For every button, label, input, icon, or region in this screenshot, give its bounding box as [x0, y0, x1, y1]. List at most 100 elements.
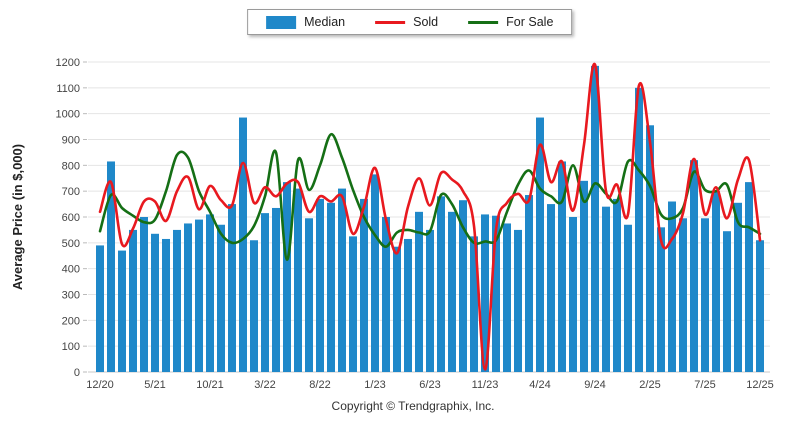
bar — [437, 196, 445, 372]
x-tick-label: 2/25 — [639, 379, 660, 391]
bar — [503, 223, 511, 372]
legend-label-median: Median — [304, 15, 346, 29]
x-tick-label: 7/25 — [694, 379, 715, 391]
bar — [525, 195, 533, 372]
y-tick-label: 1100 — [56, 83, 80, 95]
bar — [712, 191, 720, 372]
y-tick-labels: 0 100 200 300 400 500 600 700 800 900 1000 1100 1200 — [56, 57, 80, 379]
y-tick-label: 700 — [62, 186, 80, 198]
bar — [514, 229, 522, 372]
bar — [536, 117, 544, 373]
bar — [140, 217, 148, 372]
bar — [261, 213, 269, 372]
bar — [349, 236, 357, 372]
y-tick-label: 300 — [62, 290, 80, 302]
bar — [547, 204, 555, 372]
y-tick-label: 1200 — [56, 57, 80, 69]
y-tick-label: 600 — [62, 212, 80, 224]
bar — [162, 238, 170, 372]
y-tick-label: 500 — [62, 238, 80, 250]
x-tick-label: 8/22 — [309, 379, 330, 391]
x-tick-label: 5/21 — [144, 379, 165, 391]
y-tick-label: 900 — [62, 135, 80, 147]
bar — [701, 218, 709, 372]
bar — [206, 214, 214, 372]
bar — [745, 182, 753, 372]
x-tick-label: 3/22 — [254, 379, 275, 391]
bar — [668, 201, 676, 372]
bar — [195, 219, 203, 372]
bar — [173, 229, 181, 372]
copyright-text: Copyright © Trendgraphix, Inc. — [331, 399, 495, 413]
bar — [635, 87, 643, 372]
sold-line — [98, 62, 762, 371]
x-tick-label: 4/24 — [529, 379, 550, 391]
y-tick-label: 100 — [62, 341, 80, 353]
bar — [448, 211, 456, 372]
bar — [327, 202, 335, 372]
legend-label-sold: Sold — [413, 15, 439, 29]
bar — [613, 198, 621, 372]
bar — [294, 188, 302, 372]
forsale-line-swatch-icon — [468, 20, 499, 24]
x-tick-label: 6/23 — [419, 379, 440, 391]
bar — [481, 214, 489, 372]
bar — [96, 245, 104, 372]
sold-line-swatch-icon — [375, 20, 406, 24]
x-tick-label: 9/24 — [584, 379, 605, 391]
forsale-line — [98, 133, 762, 261]
x-tick-label: 12/25 — [746, 379, 774, 391]
bar — [217, 224, 225, 372]
legend-label-forsale: For Sale — [506, 15, 554, 29]
median-bar-swatch-icon — [266, 15, 297, 29]
bar — [360, 198, 368, 372]
legend-item-sold: Sold — [375, 15, 438, 29]
y-tick-label: 200 — [62, 315, 80, 327]
bar — [151, 233, 159, 372]
y-axis-title: Average Price (in $,000) — [10, 144, 25, 290]
bar — [679, 218, 687, 372]
bar — [283, 182, 291, 372]
y-tick-label: 0 — [74, 367, 80, 379]
bar — [558, 161, 566, 372]
median-bars — [96, 65, 764, 373]
bar — [184, 223, 192, 372]
bar — [382, 217, 390, 372]
bar — [371, 174, 379, 372]
x-tick-label: 11/23 — [472, 379, 499, 391]
bar — [734, 202, 742, 372]
bar — [250, 240, 258, 372]
bar — [459, 200, 467, 372]
bar — [756, 240, 764, 372]
bar — [602, 206, 610, 372]
bar — [239, 117, 247, 373]
bar — [470, 236, 478, 372]
bar — [107, 161, 115, 372]
bar — [415, 211, 423, 372]
bar — [426, 229, 434, 372]
bar — [690, 160, 698, 372]
x-tick-labels: 12/20 5/21 10/21 3/22 8/22 1/23 6/23 11/23 4/24 9… — [86, 379, 774, 391]
bar — [228, 204, 236, 372]
bar — [272, 207, 280, 372]
bar — [591, 65, 599, 372]
bar — [723, 231, 731, 372]
bar — [118, 250, 126, 372]
bar — [404, 238, 412, 372]
bar — [393, 246, 401, 372]
y-tick-label: 800 — [62, 160, 80, 172]
chart-legend: Median Sold For Sale — [247, 9, 573, 35]
bar — [646, 125, 654, 373]
x-tick-label: 12/20 — [86, 379, 114, 391]
legend-item-forsale: For Sale — [468, 15, 553, 29]
y-tick-label: 1000 — [56, 109, 80, 121]
y-tick-label: 400 — [62, 264, 80, 276]
x-tick-label: 1/23 — [364, 379, 385, 391]
bar — [305, 218, 313, 372]
x-tick-label: 10/21 — [196, 379, 224, 391]
bar — [316, 198, 324, 372]
bar — [657, 227, 665, 372]
bar — [624, 224, 632, 372]
